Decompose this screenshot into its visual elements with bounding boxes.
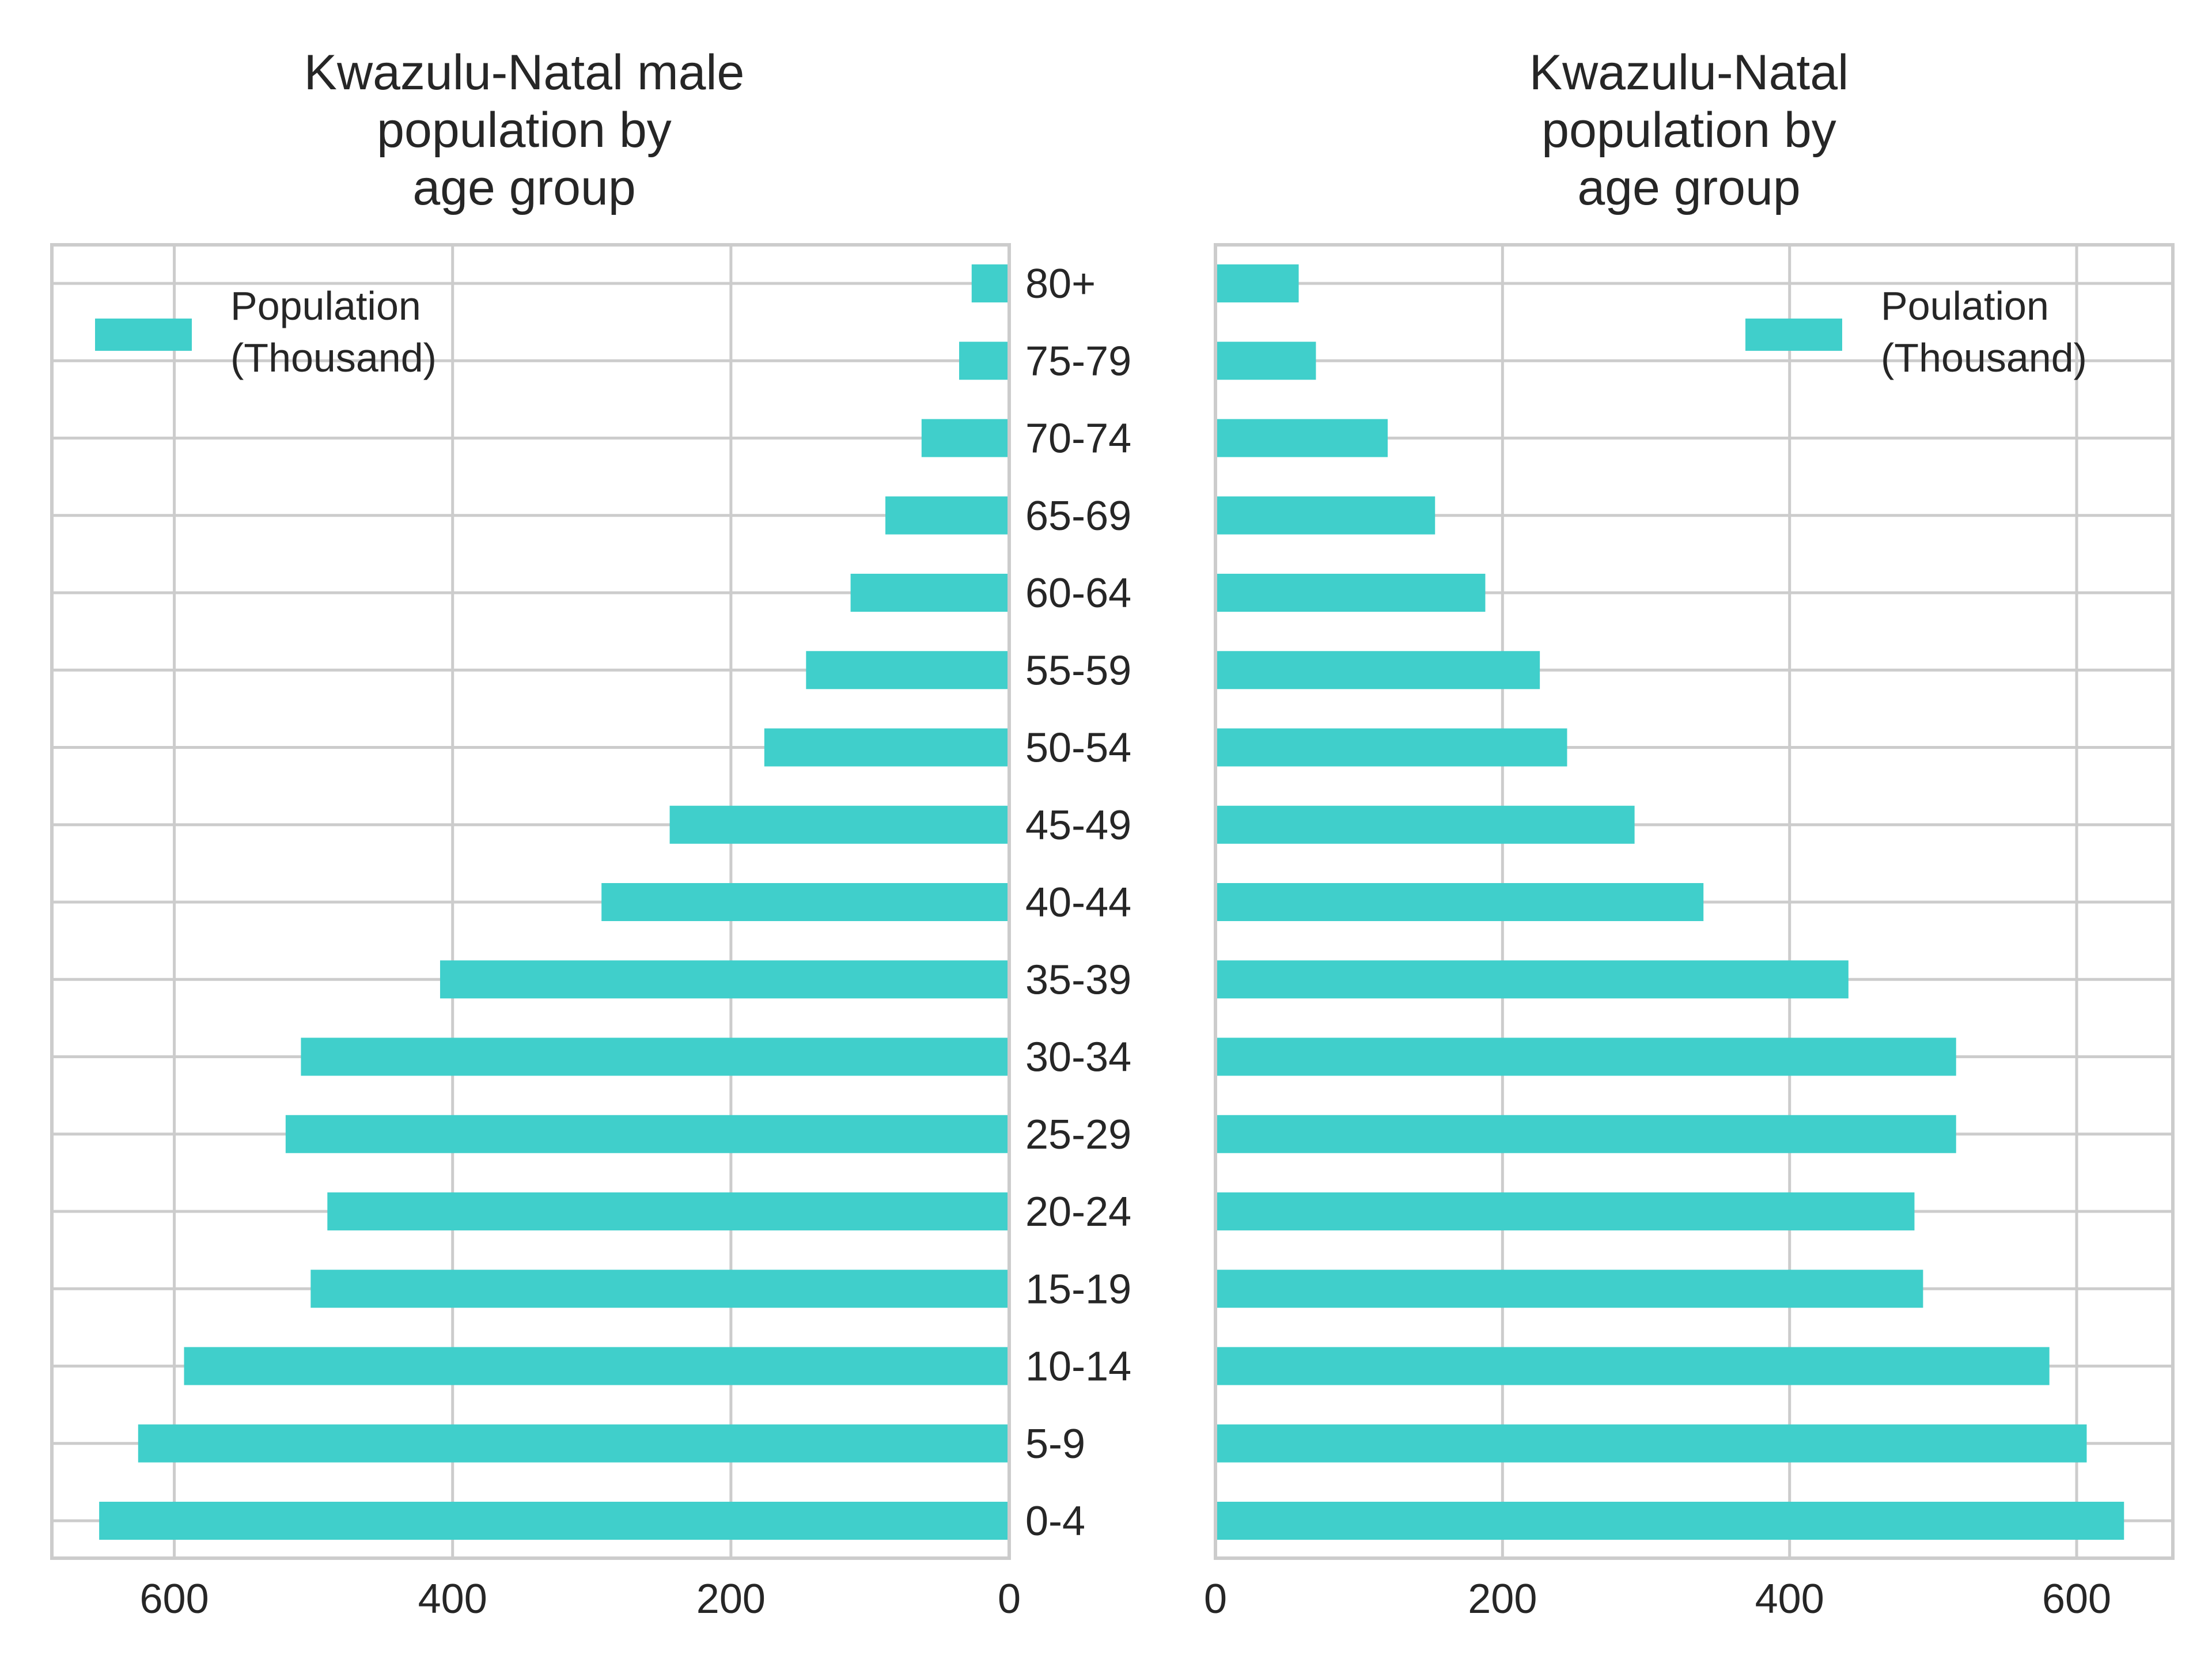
bar-80+ bbox=[1215, 264, 1299, 302]
age-group-label: 30-34 bbox=[1025, 1035, 1131, 1081]
bar-60-64 bbox=[1215, 574, 1486, 612]
legend-label: Poulation bbox=[1881, 283, 2049, 328]
bar-25-29 bbox=[285, 1115, 1010, 1153]
plot-frame bbox=[50, 243, 1011, 1560]
age-group-label: 65-69 bbox=[1025, 493, 1131, 539]
age-group-label: 5-9 bbox=[1025, 1421, 1085, 1467]
legend-label: (Thousand) bbox=[230, 335, 437, 380]
chart-title: Kwazulu-Natal male bbox=[304, 45, 745, 100]
bar-55-59 bbox=[806, 651, 1009, 690]
age-group-label: 50-54 bbox=[1025, 725, 1131, 771]
bar-35-39 bbox=[1215, 960, 1849, 999]
bar-65-69 bbox=[1215, 496, 1435, 535]
bar-15-19 bbox=[1215, 1270, 1923, 1308]
chart-title: age group bbox=[1577, 160, 1800, 215]
age-group-label: 25-29 bbox=[1025, 1112, 1131, 1158]
age-group-label: 10-14 bbox=[1025, 1344, 1131, 1390]
bar-15-19 bbox=[310, 1270, 1009, 1308]
bar-75-79 bbox=[1215, 342, 1316, 380]
plot-frame bbox=[1214, 243, 2175, 1560]
bar-20-24 bbox=[1215, 1192, 1915, 1230]
bar-80+ bbox=[971, 264, 1009, 302]
bar-20-24 bbox=[327, 1192, 1010, 1230]
x-tick-label: 400 bbox=[1755, 1576, 1824, 1622]
age-group-label: 55-59 bbox=[1025, 647, 1131, 694]
x-tick-label: 400 bbox=[418, 1576, 487, 1622]
x-tick-label: 200 bbox=[696, 1576, 766, 1622]
bar-70-74 bbox=[1215, 419, 1388, 457]
bar-10-14 bbox=[184, 1347, 1010, 1385]
bar-60-64 bbox=[850, 574, 1009, 612]
age-group-label: 40-44 bbox=[1025, 880, 1131, 926]
bar-35-39 bbox=[440, 960, 1009, 999]
chart-title: population by bbox=[1541, 103, 1836, 158]
legend-label: Population bbox=[230, 283, 421, 328]
bar-40-44 bbox=[1215, 883, 1704, 921]
x-tick-label: 600 bbox=[140, 1576, 209, 1622]
bar-5-9 bbox=[1215, 1424, 2087, 1463]
bar-0-4 bbox=[1215, 1502, 2124, 1540]
bar-5-9 bbox=[138, 1424, 1010, 1463]
bar-25-29 bbox=[1215, 1115, 1956, 1153]
bar-40-44 bbox=[601, 883, 1009, 921]
age-group-label: 45-49 bbox=[1025, 802, 1131, 849]
bar-10-14 bbox=[1215, 1347, 2050, 1385]
legend-label: (Thousand) bbox=[1881, 335, 2087, 380]
age-group-label: 70-74 bbox=[1025, 416, 1131, 462]
bar-45-49 bbox=[1215, 805, 1635, 844]
chart-title: population by bbox=[377, 103, 672, 158]
bar-65-69 bbox=[885, 496, 1009, 535]
legend-swatch bbox=[95, 319, 192, 351]
bar-45-49 bbox=[669, 805, 1009, 844]
age-group-labels: 0-4 5-9 10-14 15-19 20-24 25-29 30-34 35-39 40-4… bbox=[1025, 261, 1131, 1544]
bar-0-4 bbox=[99, 1502, 1009, 1540]
bar-55-59 bbox=[1215, 651, 1540, 690]
age-group-label: 80+ bbox=[1025, 261, 1096, 307]
chart-title: age group bbox=[412, 160, 635, 215]
bar-70-74 bbox=[921, 419, 1009, 457]
bar-50-54 bbox=[1215, 728, 1567, 767]
age-group-label: 20-24 bbox=[1025, 1189, 1131, 1235]
age-group-label: 15-19 bbox=[1025, 1266, 1131, 1312]
age-group-label: 75-79 bbox=[1025, 338, 1131, 384]
x-tick-label: 600 bbox=[2042, 1576, 2111, 1622]
bar-30-34 bbox=[301, 1037, 1009, 1076]
age-group-label: 0-4 bbox=[1025, 1498, 1085, 1544]
x-tick-label: 0 bbox=[998, 1576, 1021, 1622]
legend-swatch bbox=[1745, 319, 1842, 351]
x-tick-label: 0 bbox=[1204, 1576, 1227, 1622]
chart-title: Kwazulu-Natal bbox=[1529, 45, 1849, 100]
bar-75-79 bbox=[959, 342, 1009, 380]
x-tick-label: 200 bbox=[1468, 1576, 1537, 1622]
age-group-label: 60-64 bbox=[1025, 570, 1131, 616]
age-group-label: 35-39 bbox=[1025, 957, 1131, 1003]
bar-30-34 bbox=[1215, 1037, 1956, 1076]
bar-50-54 bbox=[764, 728, 1009, 767]
